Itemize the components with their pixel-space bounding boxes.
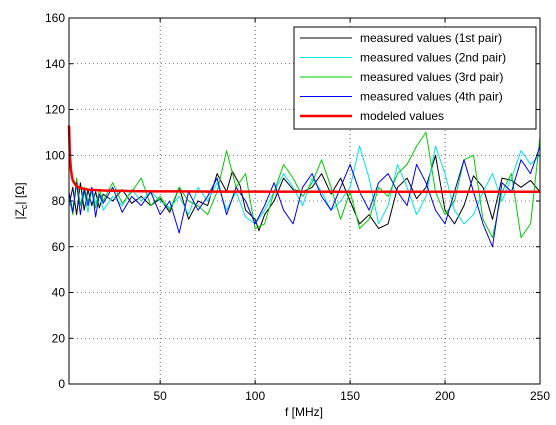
y-tick-label: 0 — [58, 377, 65, 391]
y-axis-label-main: |Z — [13, 209, 27, 219]
y-tick-label: 140 — [45, 57, 65, 71]
y-tick-label: 160 — [45, 11, 65, 25]
x-tick-label: 200 — [435, 389, 455, 403]
series-line-measured-values-3rd-pair — [68, 131, 541, 239]
series-line-measured-values-4th-pair — [68, 145, 541, 248]
legend-box — [293, 26, 537, 130]
legend-label-measured-values-2nd-pair: measured values (2nd pair) — [360, 51, 506, 65]
y-tick-label: 20 — [52, 331, 66, 345]
legend-label-modeled-values: modeled values — [360, 109, 444, 123]
y-tick-label: 80 — [52, 194, 66, 208]
x-axis-label: f [MHz] — [285, 405, 323, 419]
y-axis-label-subscript: c — [19, 204, 29, 209]
y-tick-label: 100 — [45, 148, 65, 162]
y-tick-label: 40 — [52, 286, 66, 300]
y-tick-label: 60 — [52, 240, 66, 254]
legend-label-measured-values-1st-pair: measured values (1st pair) — [360, 31, 502, 45]
y-axis-label-unit: | [Ω] — [13, 182, 27, 204]
y-axis-label: |Zc| [Ω] — [13, 182, 29, 219]
legend-label-measured-values-4th-pair: measured values (4th pair) — [360, 90, 503, 104]
legend-label-measured-values-3rd-pair: measured values (3rd pair) — [360, 70, 503, 84]
x-tick-label: 250 — [530, 389, 550, 403]
ticks: 50 100 150 200 250 0 20 40 60 80 100 120 140 160 — [45, 11, 550, 403]
y-tick-label: 120 — [45, 103, 65, 117]
legend: measured values (1st pair) measured value… — [293, 26, 537, 130]
x-tick-label: 100 — [245, 389, 265, 403]
x-tick-label: 50 — [153, 389, 167, 403]
x-tick-label: 150 — [340, 389, 360, 403]
series-layer — [67, 125, 541, 248]
series-line-modeled-values — [67, 125, 540, 194]
